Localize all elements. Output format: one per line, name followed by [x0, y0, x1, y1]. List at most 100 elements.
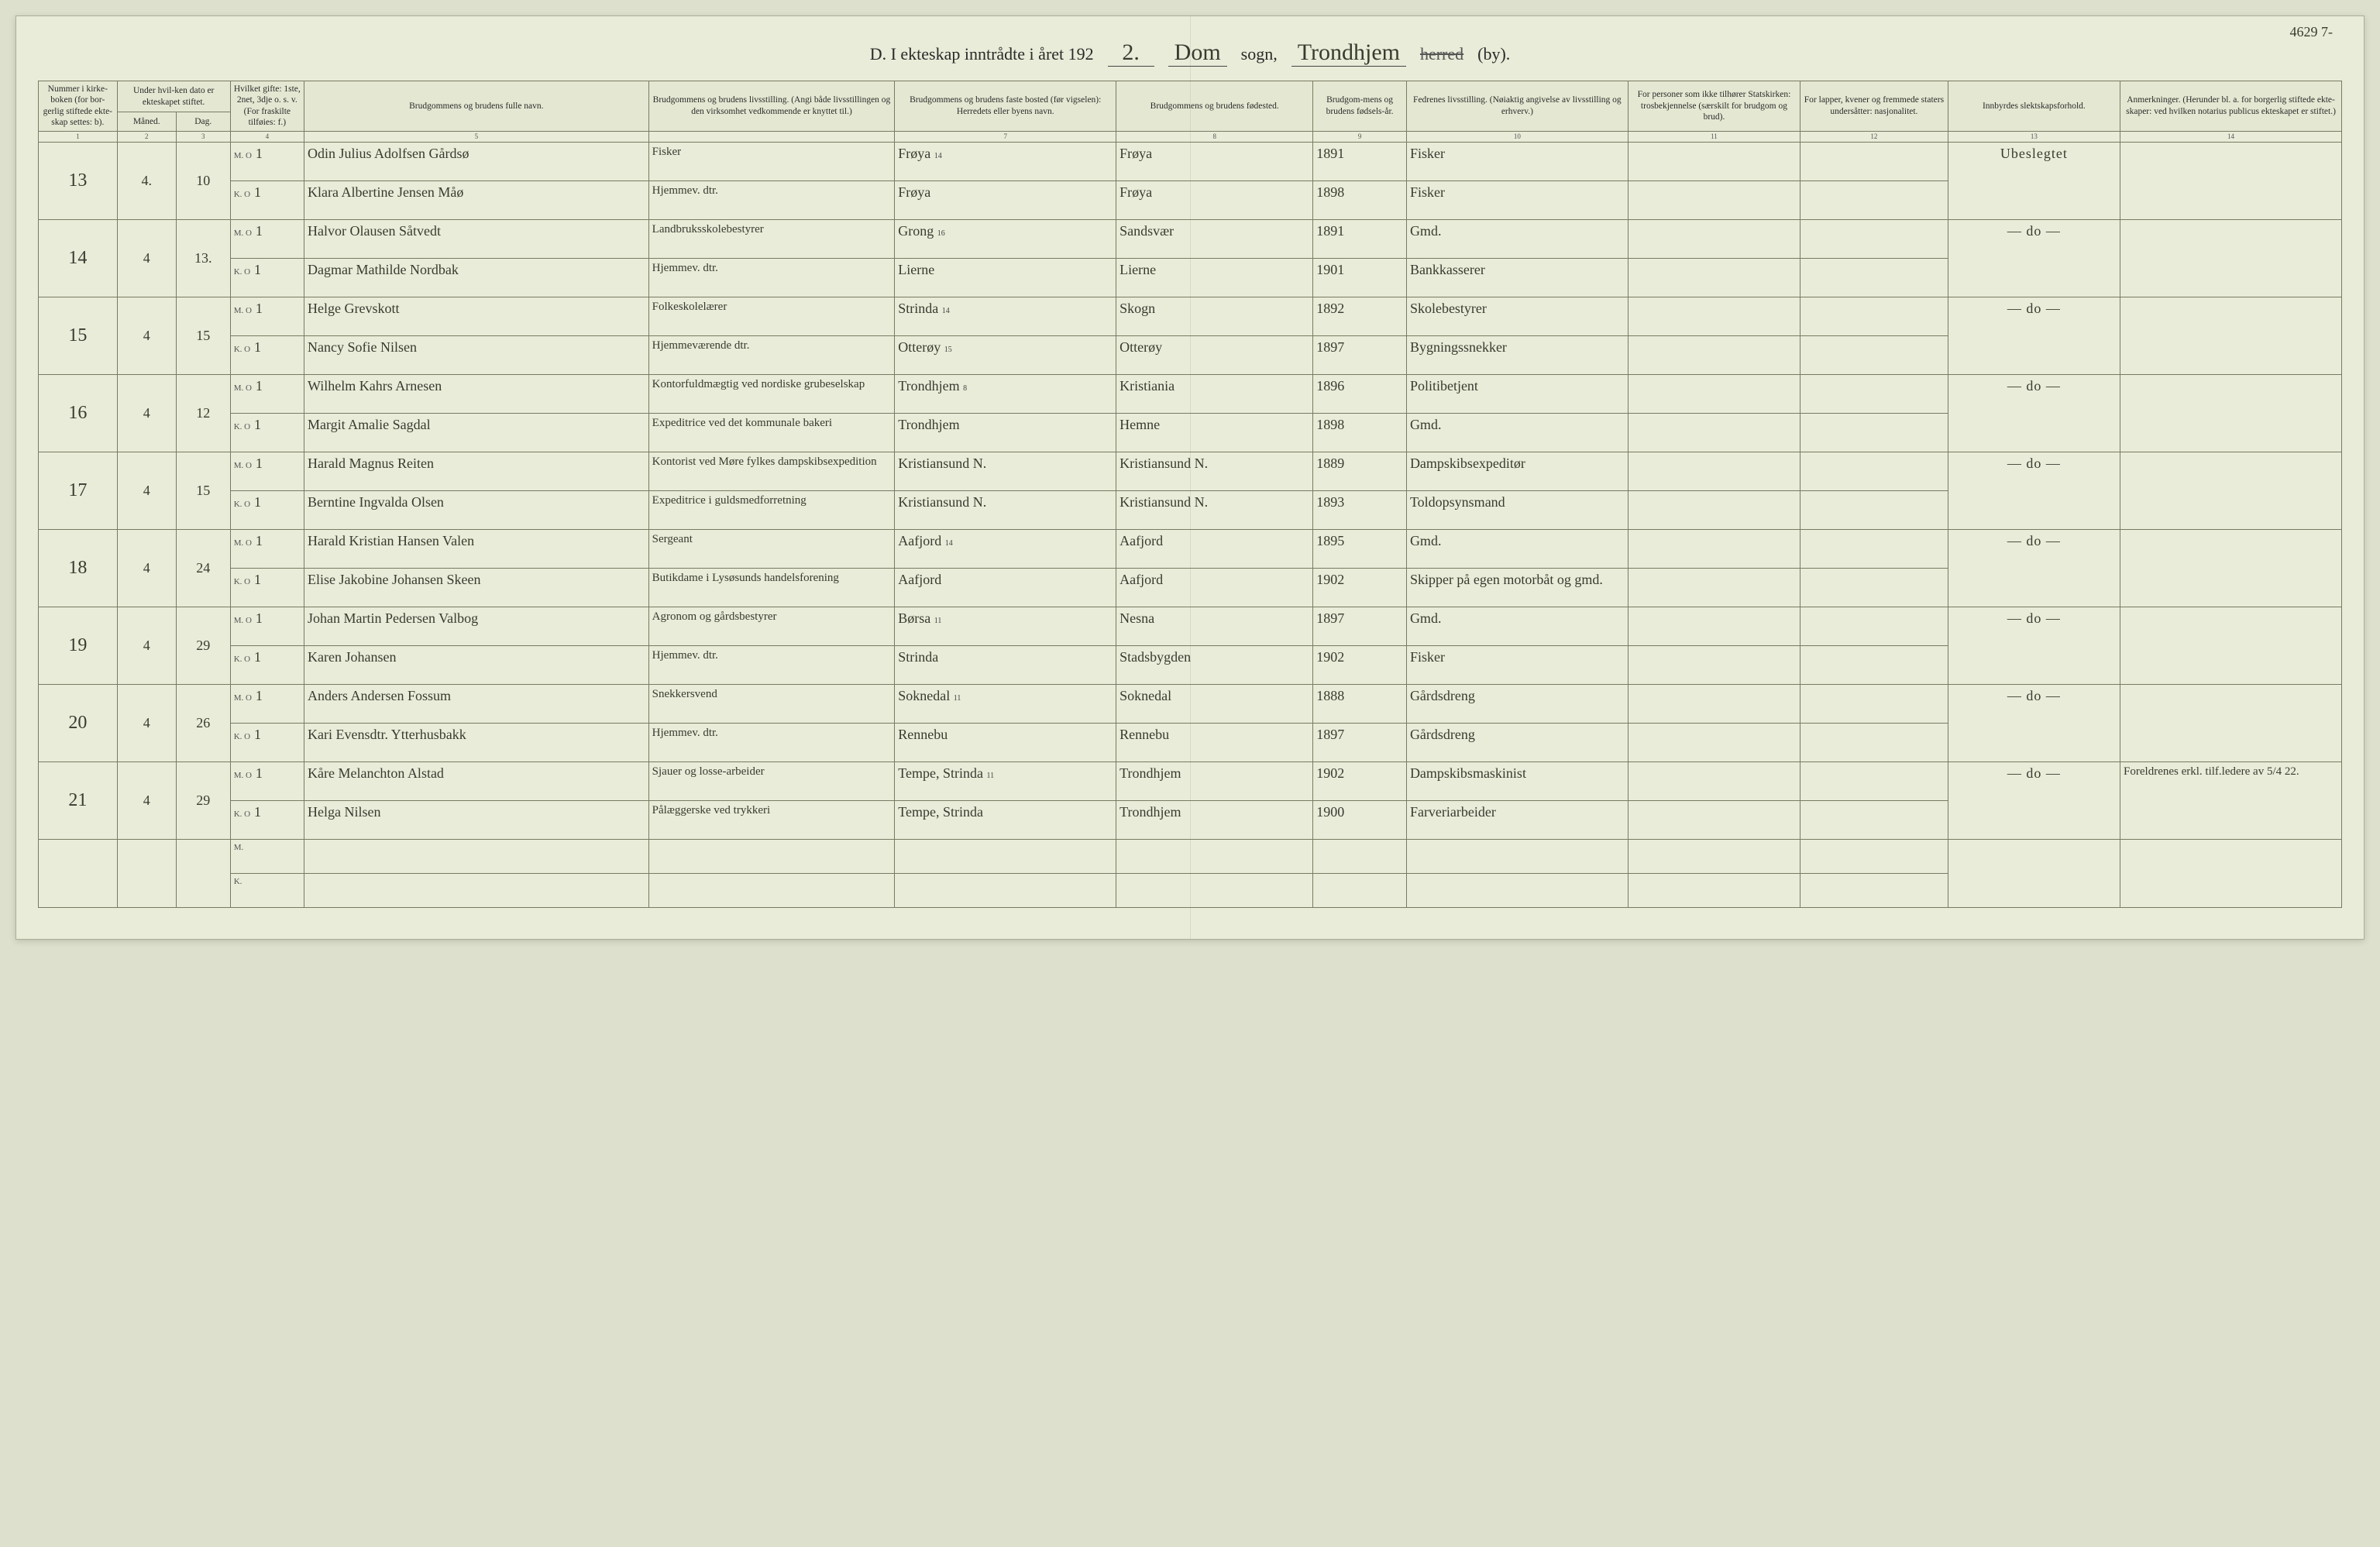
- cell-dag: 24: [176, 529, 230, 607]
- cell-nasj-k: [1800, 180, 1948, 219]
- header-by-label: (by).: [1477, 44, 1510, 64]
- cell-aar-k: 1897: [1313, 723, 1407, 761]
- cell-fodested-m: Kristiania: [1116, 374, 1313, 413]
- cell-gifte-k: K. O 1: [230, 335, 304, 374]
- cn: 7: [895, 131, 1116, 142]
- cell-fedre-m: Skolebestyrer: [1406, 297, 1628, 335]
- cell-gifte-m: M. O 1: [230, 684, 304, 723]
- cell-fodested-m: Skogn: [1116, 297, 1313, 335]
- table-row: 20426M. O 1Anders Andersen FossumSnekker…: [39, 684, 2342, 723]
- cell-gifte-m: M. O 1: [230, 374, 304, 413]
- cell-fedre-m: Dampskibsexpeditør: [1406, 452, 1628, 490]
- cell-maaned: 4: [117, 297, 176, 374]
- cell-stilling-m: Landbruksskolebestyrer: [648, 219, 895, 258]
- col-tros: For personer som ikke tilhører Statskirk…: [1628, 81, 1800, 132]
- cell-gifte-k: K. O 1: [230, 723, 304, 761]
- cell-nasj-m: [1800, 761, 1948, 800]
- cell-stilling-m: Agronom og gårdsbestyrer: [648, 607, 895, 645]
- cell-gifte-k: K. O 1: [230, 490, 304, 529]
- col-navn: Brudgommens og brudens fulle navn.: [304, 81, 648, 132]
- cell-fedre-m: Gmd.: [1406, 529, 1628, 568]
- cell-nasj-k: [1800, 413, 1948, 452]
- cell-bosted-m: Børsa 11: [895, 607, 1116, 645]
- cell-stilling-k: Hjemmev. dtr.: [648, 645, 895, 684]
- cell-fodested-m: Sandsvær: [1116, 219, 1313, 258]
- cell-fodested-k: Rennebu: [1116, 723, 1313, 761]
- cell-aar-k: 1897: [1313, 335, 1407, 374]
- cell-nasj-k: [1800, 490, 1948, 529]
- col-bosted: Brudgommens og brudens faste bosted (før…: [895, 81, 1116, 132]
- cell-slekt: — do —: [1948, 452, 2120, 529]
- cell-gifte-k: K. O 1: [230, 800, 304, 839]
- cell-tros-k: [1628, 723, 1800, 761]
- cell-fedre-m: Gmd.: [1406, 219, 1628, 258]
- cell-gifte-k: K. O 1: [230, 645, 304, 684]
- cell-tros-k: [1628, 413, 1800, 452]
- cell-fodested-k: Kristiansund N.: [1116, 490, 1313, 529]
- table-head: Nummer i kirke-boken (for bor-gerlig sti…: [39, 81, 2342, 143]
- cell-navn-k: Helga Nilsen: [304, 800, 648, 839]
- table-row: 17415M. O 1Harald Magnus ReitenKontorist…: [39, 452, 2342, 490]
- page-header: D. I ekteskap inntrådte i året 192 2. Do…: [38, 40, 2342, 67]
- cell-nummer: 20: [39, 684, 118, 761]
- cell-tros-m: [1628, 219, 1800, 258]
- cell-maaned: 4: [117, 219, 176, 297]
- cell-slekt: — do —: [1948, 529, 2120, 607]
- cell-nasj-k: [1800, 258, 1948, 297]
- col-fodsaar: Brudgom-mens og brudens fødsels-år.: [1313, 81, 1407, 132]
- cell-navn-m: Odin Julius Adolfsen Gårdsø: [304, 142, 648, 180]
- cell-stilling-m: Sergeant: [648, 529, 895, 568]
- cell-gifte-k: K. O 1: [230, 568, 304, 607]
- cell-slekt: — do —: [1948, 297, 2120, 374]
- cell-stilling-k: Pålæggerske ved trykkeri: [648, 800, 895, 839]
- cell-tros-m: [1628, 142, 1800, 180]
- cell-stilling-m: Fisker: [648, 142, 895, 180]
- cell-aar-m: 1891: [1313, 219, 1407, 258]
- cell-slekt: — do —: [1948, 684, 2120, 761]
- cell-aar-m: 1895: [1313, 529, 1407, 568]
- cell-nasj-m: [1800, 607, 1948, 645]
- cell-gifte-m: M. O 1: [230, 297, 304, 335]
- cell-nasj-m: [1800, 142, 1948, 180]
- cell-aar-m: 1892: [1313, 297, 1407, 335]
- header-year: 2.: [1108, 40, 1154, 67]
- cell-aar-m: 1888: [1313, 684, 1407, 723]
- register-page: 4629 7- D. I ekteskap inntrådte i året 1…: [15, 15, 2365, 940]
- cell-fedre-k: Fisker: [1406, 180, 1628, 219]
- header-prefix: D. I ekteskap inntrådte i året 192: [870, 44, 1094, 64]
- cell-fedre-k: Gmd.: [1406, 413, 1628, 452]
- cell-stilling-m: Kontorist ved Møre fylkes dampskibsexped…: [648, 452, 895, 490]
- header-sogn-label: sogn,: [1241, 44, 1278, 64]
- cell-maaned: 4: [117, 529, 176, 607]
- cell-bosted-k: Lierne: [895, 258, 1116, 297]
- cell-nasj-m: [1800, 529, 1948, 568]
- cell-gifte-m: M. O 1: [230, 219, 304, 258]
- cell-nummer: 18: [39, 529, 118, 607]
- cell-nasj-k: [1800, 568, 1948, 607]
- cell-fodested-k: Stadsbygden: [1116, 645, 1313, 684]
- cell-slekt: — do —: [1948, 219, 2120, 297]
- cell-aar-k: 1902: [1313, 645, 1407, 684]
- cell-maaned: 4: [117, 607, 176, 684]
- table-row-empty: M.: [39, 839, 2342, 873]
- cell-nummer: 21: [39, 761, 118, 839]
- cell-fedre-k: Skipper på egen motorbåt og gmd.: [1406, 568, 1628, 607]
- cell-navn-m: Helge Grevskott: [304, 297, 648, 335]
- cell-tros-m: [1628, 529, 1800, 568]
- cell-aar-m: 1889: [1313, 452, 1407, 490]
- cell-tros-m: [1628, 452, 1800, 490]
- cell-gifte-k: K. O 1: [230, 180, 304, 219]
- cell-bosted-m: Soknedal 11: [895, 684, 1116, 723]
- cell-navn-m: Kåre Melanchton Alstad: [304, 761, 648, 800]
- cell-stilling-m: Kontorfuldmægtig ved nordiske grubeselsk…: [648, 374, 895, 413]
- cell-fodested-k: Frøya: [1116, 180, 1313, 219]
- table-row: 15415M. O 1Helge GrevskottFolkeskolelære…: [39, 297, 2342, 335]
- cn: 4: [230, 131, 304, 142]
- cell-gifte-m: M. O 1: [230, 529, 304, 568]
- cn: 9: [1313, 131, 1407, 142]
- cell-fedre-k: Toldopsynsmand: [1406, 490, 1628, 529]
- cell-dag: 12: [176, 374, 230, 452]
- cell-fedre-k: Bankkasserer: [1406, 258, 1628, 297]
- table-row: 21429M. O 1Kåre Melanchton AlstadSjauer …: [39, 761, 2342, 800]
- cell-fodested-m: Frøya: [1116, 142, 1313, 180]
